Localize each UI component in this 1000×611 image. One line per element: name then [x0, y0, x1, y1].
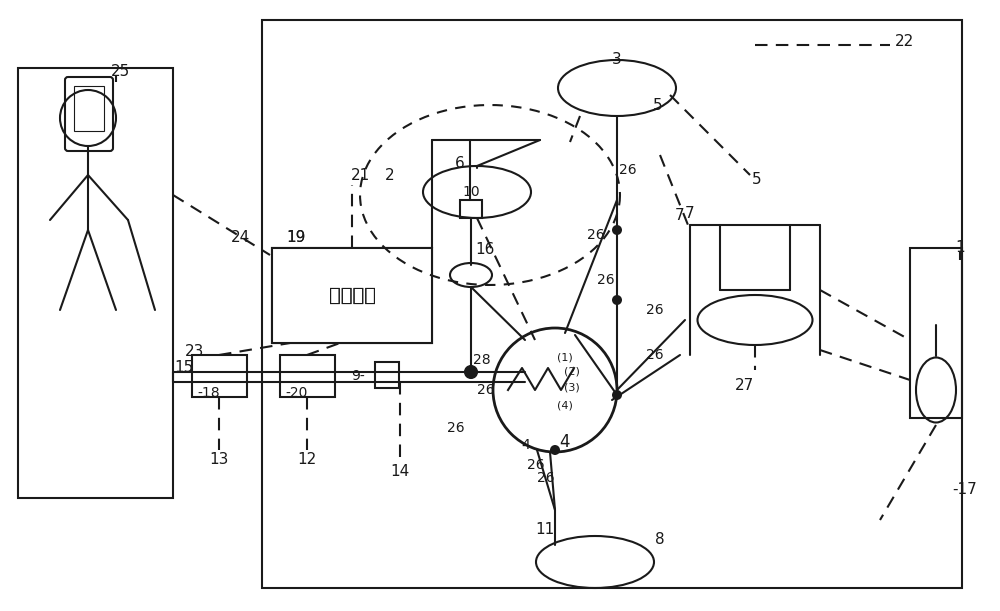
Text: 2: 2 [385, 167, 395, 183]
Circle shape [550, 445, 560, 455]
Text: 27: 27 [735, 378, 755, 392]
Text: 5: 5 [653, 98, 663, 112]
Text: 15: 15 [174, 360, 194, 376]
Text: 1: 1 [955, 241, 965, 255]
Bar [74, 86, 104, 131]
Text: 21: 21 [350, 169, 370, 183]
Text: 22: 22 [895, 34, 915, 49]
Bar [18, 68, 173, 498]
Text: 9-: 9- [351, 369, 365, 383]
Text: 11: 11 [535, 522, 555, 538]
Text: 16: 16 [475, 243, 495, 257]
Bar [460, 200, 482, 218]
Text: 13: 13 [209, 453, 229, 467]
Ellipse shape [450, 263, 492, 287]
Text: 3: 3 [612, 53, 622, 67]
Bar [375, 362, 399, 388]
Text: 28: 28 [473, 353, 491, 367]
Text: 5: 5 [752, 172, 762, 188]
Text: 4: 4 [522, 438, 530, 452]
Circle shape [493, 328, 617, 452]
Text: 26: 26 [477, 383, 495, 397]
Text: (3): (3) [564, 383, 580, 393]
Circle shape [612, 390, 622, 400]
Text: -17: -17 [953, 483, 977, 497]
Text: 10: 10 [462, 185, 480, 199]
Text: 24: 24 [230, 230, 250, 246]
Text: 控制单元: 控制单元 [328, 285, 376, 304]
Text: -18: -18 [197, 386, 220, 400]
Text: 26: 26 [587, 228, 605, 242]
Text: 12: 12 [297, 453, 317, 467]
Text: 6: 6 [455, 156, 465, 170]
Text: 7: 7 [685, 205, 695, 221]
Text: 25: 25 [110, 65, 130, 79]
Text: 19: 19 [286, 230, 306, 244]
Text: -20: -20 [285, 386, 307, 400]
Text: (2): (2) [564, 367, 580, 377]
Circle shape [465, 366, 477, 378]
Text: 26: 26 [597, 273, 615, 287]
Text: 26: 26 [646, 303, 664, 317]
Bar [910, 248, 962, 418]
Bar [280, 355, 335, 397]
Text: 26: 26 [527, 458, 545, 472]
Text: 19: 19 [286, 230, 306, 244]
Text: 控制单元: 控制单元 [328, 285, 376, 304]
Text: 7: 7 [675, 208, 685, 222]
Text: 26: 26 [537, 471, 555, 485]
Text: (4): (4) [557, 400, 573, 410]
Text: 8: 8 [655, 533, 665, 547]
Text: 26: 26 [619, 163, 637, 177]
Bar [272, 248, 432, 343]
Text: 14: 14 [390, 464, 410, 480]
Text: 4: 4 [560, 433, 570, 451]
Text: 26: 26 [646, 348, 664, 362]
Circle shape [612, 225, 622, 235]
Text: 26: 26 [447, 421, 465, 435]
Text: (1): (1) [557, 353, 573, 363]
Text: 23: 23 [185, 345, 205, 359]
Bar [192, 355, 247, 397]
Bar [272, 248, 432, 343]
Circle shape [612, 295, 622, 305]
